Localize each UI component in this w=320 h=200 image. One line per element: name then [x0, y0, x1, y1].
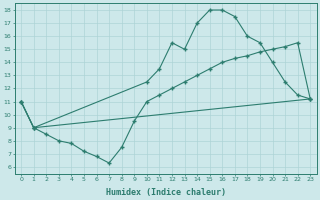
X-axis label: Humidex (Indice chaleur): Humidex (Indice chaleur) [106, 188, 226, 197]
